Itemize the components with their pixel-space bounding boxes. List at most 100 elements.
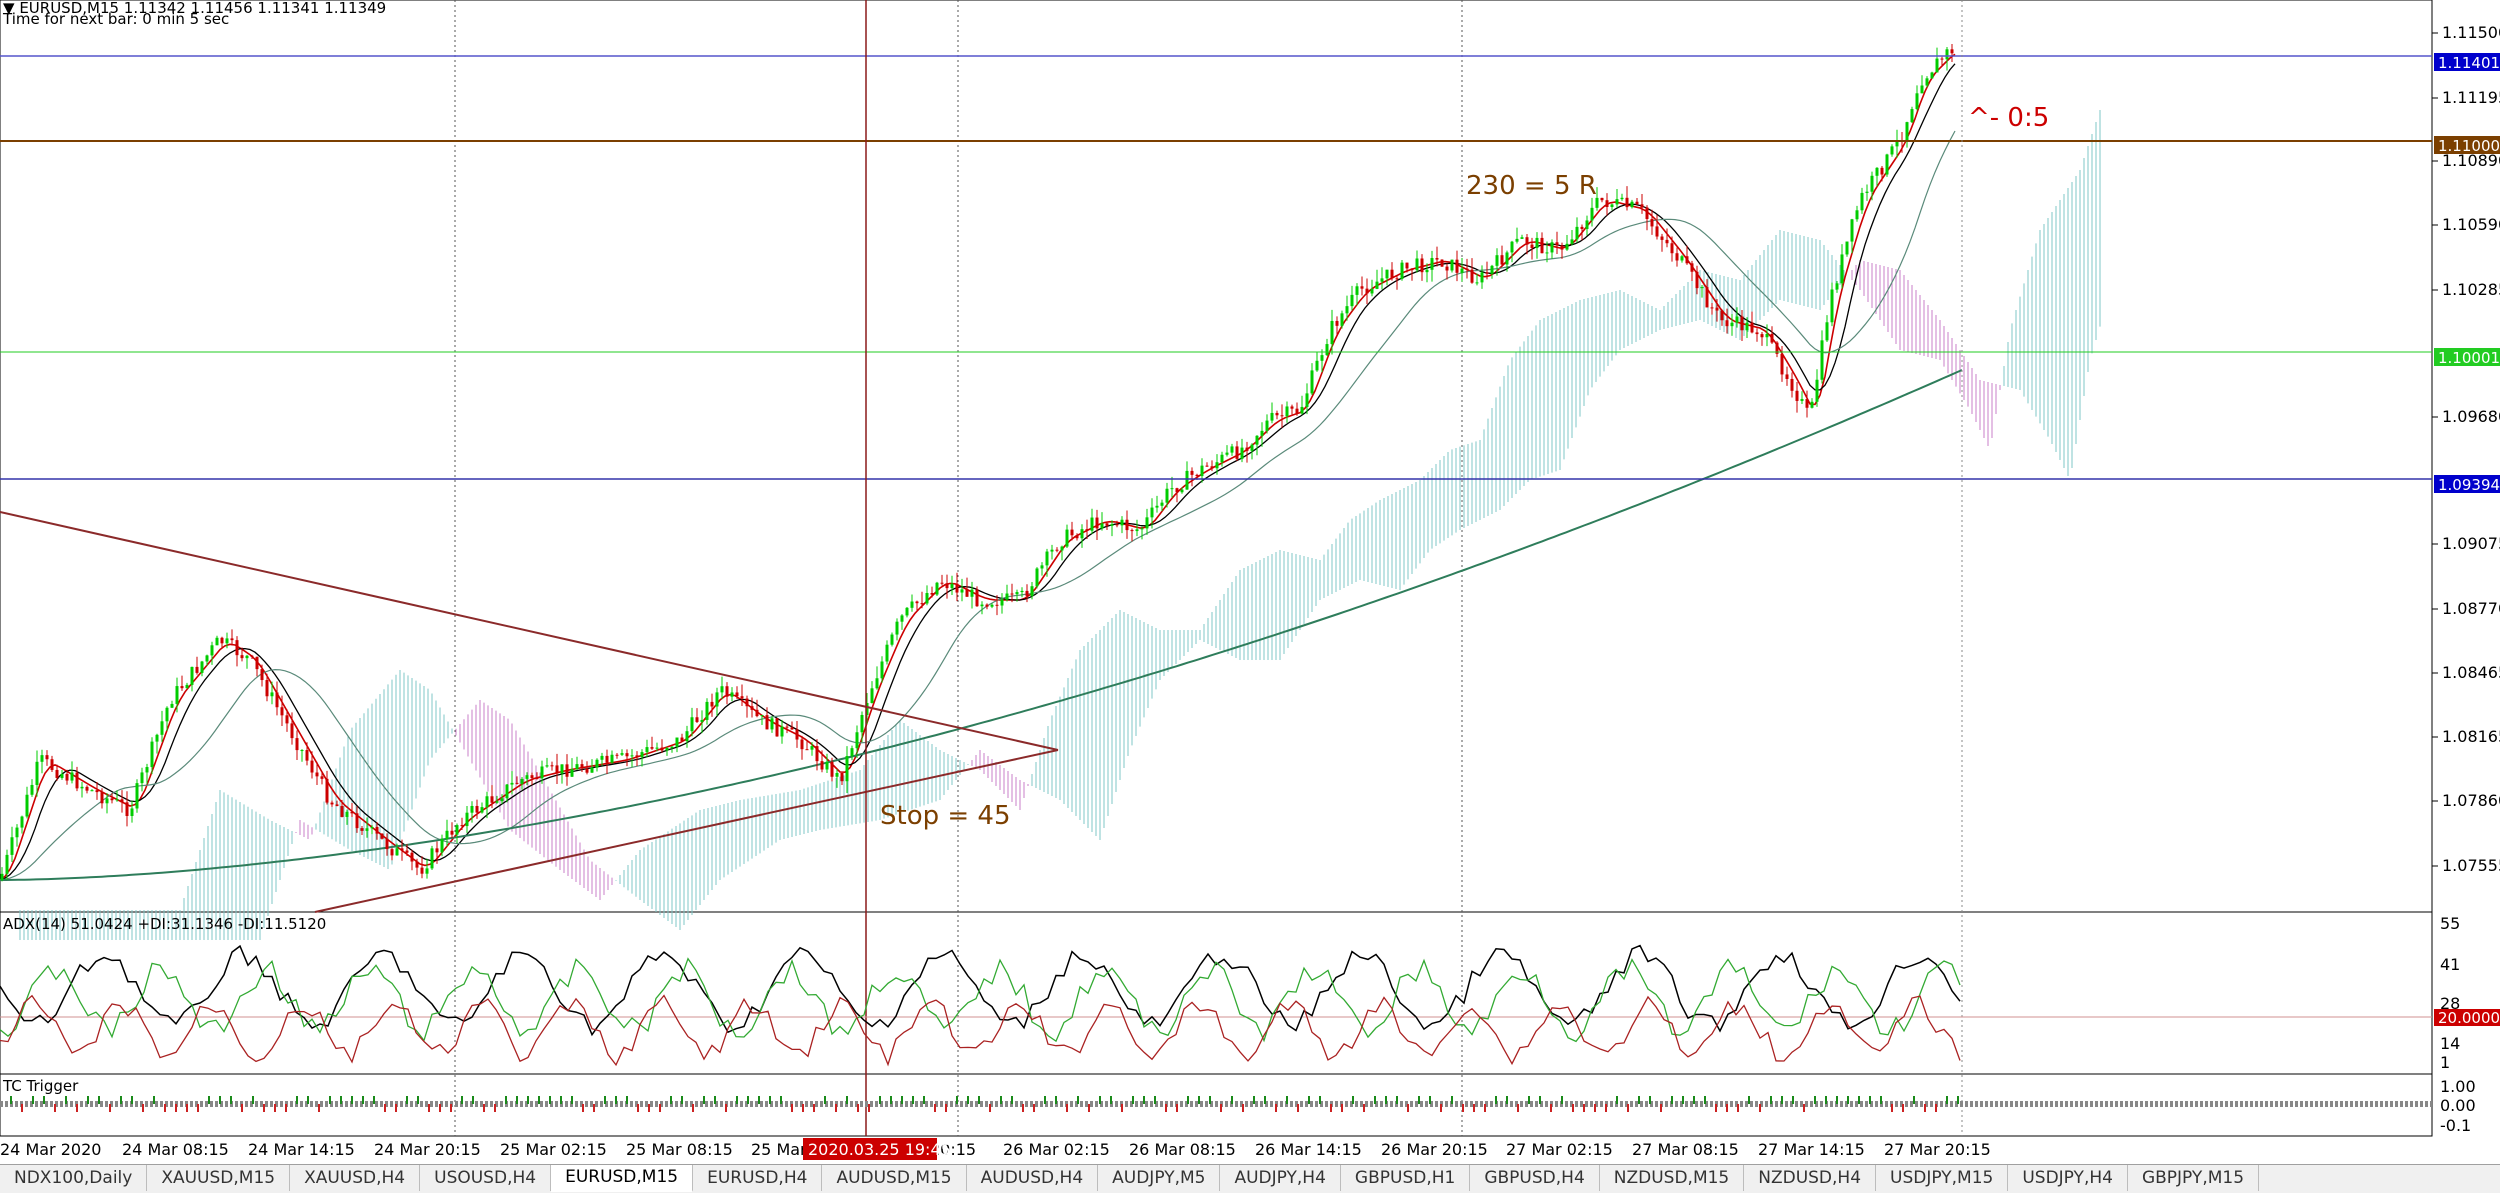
candle-body bbox=[415, 861, 419, 868]
candle-body bbox=[1505, 252, 1509, 265]
time-label: 24 Mar 08:15 bbox=[122, 1140, 229, 1159]
candle-body bbox=[1840, 254, 1844, 284]
adx-axis-label: 41 bbox=[2440, 955, 2460, 974]
chart-tab[interactable]: USOUSD,H4 bbox=[420, 1165, 552, 1191]
trigger-mark bbox=[109, 1104, 111, 1112]
chart-tab[interactable]: GBPUSD,H4 bbox=[1470, 1165, 1600, 1191]
trigger-mark bbox=[835, 1104, 837, 1112]
trigger-mark bbox=[1220, 1104, 1222, 1112]
trigger-mark bbox=[1319, 1096, 1321, 1104]
ichimoku-cloud bbox=[19, 110, 2101, 940]
chart-tab[interactable]: EURUSD,H4 bbox=[693, 1165, 823, 1191]
trigger-mark bbox=[1352, 1096, 1354, 1104]
trigger-mark bbox=[1187, 1096, 1189, 1104]
trigger-mark bbox=[153, 1096, 155, 1104]
candle-body bbox=[480, 807, 484, 813]
candle-body bbox=[1670, 243, 1674, 254]
trigger-mark bbox=[1330, 1104, 1332, 1112]
trigger-mark bbox=[769, 1096, 771, 1104]
candle-body bbox=[845, 756, 849, 782]
candle-body bbox=[545, 765, 549, 767]
chart-tab[interactable]: AUDJPY,M5 bbox=[1098, 1165, 1221, 1191]
candle-body bbox=[1155, 505, 1159, 508]
price-label: 1.11500 bbox=[2432, 23, 2500, 42]
candle-body bbox=[1210, 466, 1214, 469]
chart-tab[interactable]: AUDJPY,H4 bbox=[1220, 1165, 1341, 1191]
candle-body bbox=[815, 746, 819, 762]
chart-tab[interactable]: USDJPY,M15 bbox=[1876, 1165, 2009, 1191]
candle-body bbox=[1495, 255, 1499, 266]
trigger-mark bbox=[989, 1104, 991, 1112]
trigger-mark bbox=[560, 1096, 562, 1104]
chart-tab[interactable]: NDX100,Daily bbox=[0, 1165, 148, 1191]
candle-body bbox=[1635, 201, 1639, 205]
chart-tab[interactable]: GBPUSD,H1 bbox=[1341, 1165, 1471, 1191]
candle-body bbox=[455, 825, 459, 835]
candle-body bbox=[325, 778, 329, 803]
trigger-mark bbox=[703, 1096, 705, 1104]
chart-area[interactable] bbox=[0, 0, 2433, 913]
candle-body bbox=[465, 812, 469, 827]
time-label: 27 Mar 08:15 bbox=[1632, 1140, 1739, 1159]
chart-tab[interactable]: NZDUSD,M15 bbox=[1600, 1165, 1745, 1191]
candle-body bbox=[995, 604, 999, 606]
candle-body bbox=[495, 801, 499, 803]
trigger-mark bbox=[65, 1096, 67, 1104]
candle-body bbox=[925, 593, 929, 604]
chart-tab[interactable]: AUDUSD,M15 bbox=[822, 1165, 967, 1191]
candle-body bbox=[85, 786, 89, 791]
svg-text:2020.03.25 19:45: 2020.03.25 19:45 bbox=[808, 1140, 951, 1159]
chart-tab[interactable]: NZDUSD,H4 bbox=[1744, 1165, 1877, 1191]
trigger-mark bbox=[208, 1096, 210, 1104]
candle-body bbox=[280, 707, 284, 716]
candle-body bbox=[1340, 313, 1344, 326]
trigger-mark bbox=[1583, 1104, 1585, 1112]
chart-tab[interactable]: XAUUSD,H4 bbox=[290, 1165, 421, 1191]
adx-axis-label: 55 bbox=[2440, 914, 2460, 933]
candle-body bbox=[315, 772, 319, 777]
chart-tab[interactable]: GBPJPY,M15 bbox=[2128, 1165, 2260, 1191]
chart-tab[interactable]: XAUUSD,M15 bbox=[147, 1165, 291, 1191]
chart-tab[interactable]: AUDUSD,H4 bbox=[967, 1165, 1099, 1191]
candle-body bbox=[320, 776, 324, 779]
candle-body bbox=[0, 873, 4, 880]
candle-body bbox=[110, 798, 114, 801]
trigger-mark bbox=[648, 1104, 650, 1112]
candle-body bbox=[740, 696, 744, 699]
candle-body bbox=[1690, 263, 1694, 272]
trigger-mark bbox=[1011, 1096, 1013, 1104]
trigger-mark bbox=[186, 1104, 188, 1112]
candle-body bbox=[405, 850, 409, 853]
chart-tab[interactable]: USDJPY,H4 bbox=[2008, 1165, 2128, 1191]
candle-body bbox=[225, 638, 229, 644]
candle-body bbox=[515, 782, 519, 784]
trigger-mark bbox=[978, 1096, 980, 1104]
triangle-pattern[interactable] bbox=[0, 511, 1059, 913]
adx-line bbox=[0, 944, 1961, 1037]
time-label: 26 Mar 14:15 bbox=[1255, 1140, 1362, 1159]
candle-body bbox=[1130, 530, 1134, 532]
chart-tab[interactable]: EURUSD,M15 bbox=[551, 1165, 694, 1192]
trigger-mark bbox=[802, 1104, 804, 1112]
candle-body bbox=[1775, 342, 1779, 354]
trigger-mark bbox=[1231, 1096, 1233, 1104]
candle-body bbox=[135, 783, 139, 809]
trigger-mark bbox=[329, 1096, 331, 1104]
candle-body bbox=[1285, 406, 1289, 417]
candle-body bbox=[1310, 370, 1314, 394]
adx-panel[interactable] bbox=[0, 911, 2433, 1075]
candle-body bbox=[715, 692, 719, 707]
candle-body bbox=[535, 778, 539, 780]
candle-body bbox=[1650, 218, 1654, 227]
candle-body bbox=[460, 825, 464, 827]
candle-body bbox=[565, 764, 569, 777]
time-label: 26 Mar 02:15 bbox=[1003, 1140, 1110, 1159]
candle-body bbox=[910, 601, 914, 608]
candle-body bbox=[1275, 412, 1279, 416]
candle-body bbox=[1830, 289, 1834, 323]
candle-body bbox=[555, 765, 559, 774]
trigger-mark bbox=[780, 1096, 782, 1104]
candle-body bbox=[1605, 200, 1609, 208]
candle-body bbox=[1195, 474, 1199, 477]
candle-body bbox=[1660, 236, 1664, 240]
